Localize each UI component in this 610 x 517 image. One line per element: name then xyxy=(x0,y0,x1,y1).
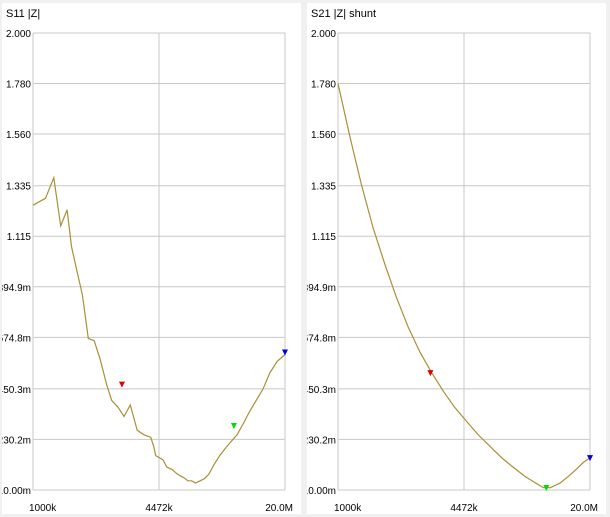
y-tick-label: 1.115 xyxy=(312,232,337,243)
y-tick-label: 894.9m xyxy=(307,283,336,294)
y-tick-label: 450.3m xyxy=(2,385,31,396)
y-tick-label: 450.3m xyxy=(307,385,336,396)
s11-plot: 2.000 1.780 1.560 1.335 1.115 894.9m 674.8m 450… xyxy=(2,29,293,514)
marker-triangle xyxy=(543,485,550,491)
y-tick-label: 1.335 xyxy=(6,182,31,193)
x-tick-label: 4472k xyxy=(145,503,173,514)
y-tick-label: 1.560 xyxy=(311,130,336,141)
y-tick-label: 2.000 xyxy=(311,29,336,40)
marker-triangle xyxy=(282,349,288,356)
s21-chart-title: S21 |Z| shunt xyxy=(311,8,377,20)
x-tick-label: 20.0M xyxy=(265,503,293,514)
y-tick-label: 1.115 xyxy=(7,232,32,243)
x-tick-label: 20.0M xyxy=(570,503,598,514)
s21-plot: 2.000 1.780 1.560 1.335 1.115 894.9m 674.8m 450… xyxy=(307,29,598,514)
y-tick-label: 230.2m xyxy=(307,435,336,446)
y-tick-label: 1.780 xyxy=(6,80,31,91)
impedance-trace xyxy=(32,175,286,484)
y-tick-label: 10.00m xyxy=(2,486,31,497)
y-tick-label: 10.00m xyxy=(307,486,336,497)
x-tick-label: 1000k xyxy=(334,503,362,514)
marker-triangle xyxy=(118,381,125,388)
y-tick-label: 1.335 xyxy=(311,182,336,193)
y-tick-label: 230.2m xyxy=(2,435,31,446)
marker-triangle xyxy=(587,455,593,462)
s11-chart-panel: 2.000 1.780 1.560 1.335 1.115 894.9m 674.8m 450… xyxy=(2,3,301,514)
y-tick-label: 674.8m xyxy=(307,333,336,344)
marker-triangle xyxy=(230,422,237,429)
y-tick-label: 1.780 xyxy=(311,80,336,91)
y-tick-label: 2.000 xyxy=(6,29,31,40)
x-tick-label: 4472k xyxy=(450,503,478,514)
s21-chart-panel: 2.000 1.780 1.560 1.335 1.115 894.9m 674.8m 450… xyxy=(307,3,606,514)
impedance-trace xyxy=(337,83,591,489)
x-tick-label: 1000k xyxy=(29,503,57,514)
y-tick-label: 1.560 xyxy=(6,130,31,141)
s11-chart-title: S11 |Z| xyxy=(6,8,41,20)
y-tick-label: 894.9m xyxy=(2,283,31,294)
marker-triangle xyxy=(427,370,434,377)
y-tick-label: 674.8m xyxy=(2,333,31,344)
